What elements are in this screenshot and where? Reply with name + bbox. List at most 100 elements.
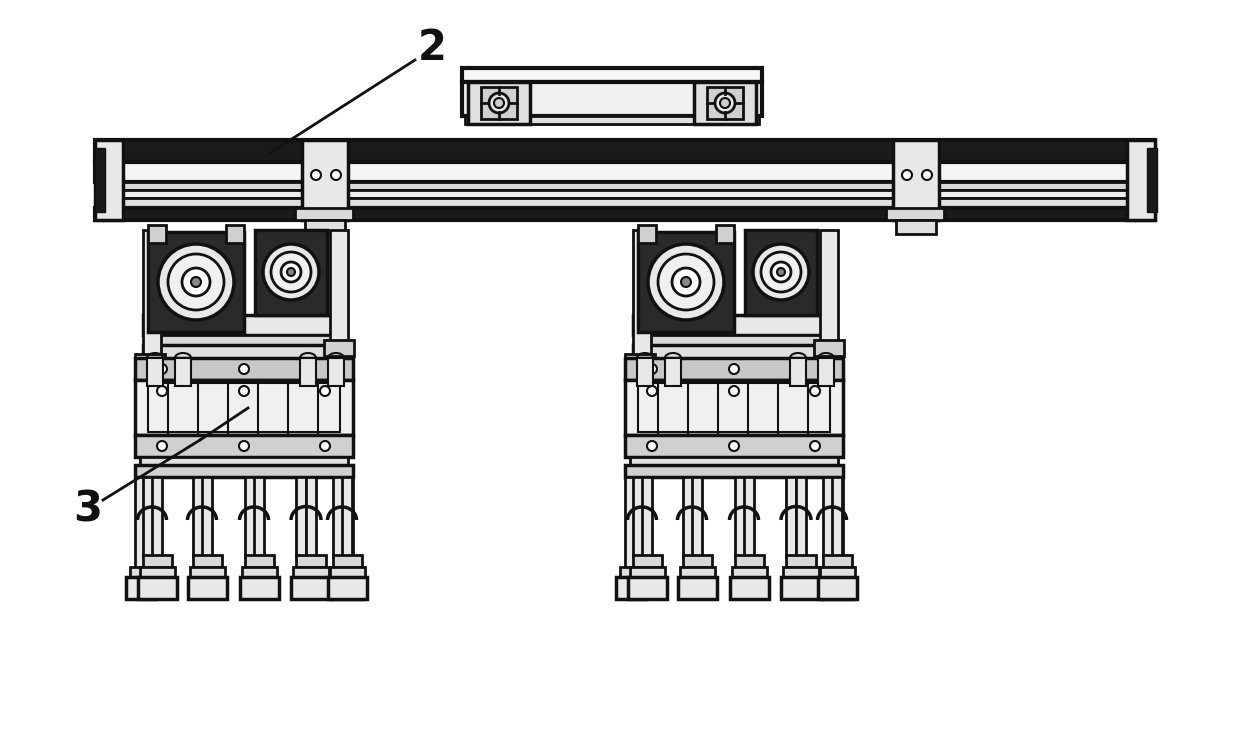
Polygon shape (143, 315, 343, 335)
Polygon shape (683, 555, 712, 567)
Circle shape (320, 441, 330, 451)
Polygon shape (730, 577, 769, 599)
Circle shape (191, 277, 201, 287)
Polygon shape (820, 230, 838, 345)
Polygon shape (135, 380, 353, 435)
Polygon shape (95, 208, 1154, 220)
Polygon shape (95, 140, 123, 220)
Polygon shape (818, 577, 857, 599)
Polygon shape (665, 358, 681, 386)
Polygon shape (334, 477, 343, 557)
Circle shape (157, 364, 167, 374)
Circle shape (157, 441, 167, 451)
Polygon shape (242, 567, 277, 577)
Circle shape (494, 98, 503, 108)
Polygon shape (246, 477, 255, 557)
Polygon shape (786, 477, 796, 557)
Polygon shape (95, 198, 1154, 208)
Polygon shape (632, 477, 644, 557)
Circle shape (810, 441, 820, 451)
Polygon shape (627, 577, 667, 599)
Polygon shape (625, 354, 655, 366)
Polygon shape (306, 477, 316, 557)
Polygon shape (893, 140, 939, 220)
Polygon shape (138, 577, 177, 599)
Polygon shape (293, 567, 329, 577)
Polygon shape (153, 477, 162, 557)
Polygon shape (745, 230, 817, 315)
Polygon shape (639, 225, 656, 243)
Polygon shape (95, 148, 105, 212)
Polygon shape (341, 477, 353, 577)
Polygon shape (897, 220, 936, 234)
Polygon shape (637, 358, 653, 386)
Circle shape (281, 262, 301, 282)
Polygon shape (135, 358, 353, 380)
Polygon shape (148, 232, 244, 332)
Polygon shape (620, 567, 642, 577)
Polygon shape (632, 230, 651, 360)
Polygon shape (683, 477, 693, 557)
Polygon shape (330, 230, 348, 345)
Polygon shape (193, 477, 203, 557)
Polygon shape (334, 577, 363, 599)
Polygon shape (813, 340, 844, 356)
Circle shape (647, 441, 657, 451)
Polygon shape (732, 567, 768, 577)
Circle shape (720, 98, 730, 108)
Circle shape (239, 441, 249, 451)
Polygon shape (337, 567, 360, 577)
Circle shape (331, 170, 341, 180)
Polygon shape (735, 477, 745, 557)
Circle shape (489, 93, 508, 113)
Polygon shape (735, 555, 764, 567)
Polygon shape (295, 208, 353, 220)
Circle shape (761, 252, 801, 292)
Polygon shape (140, 567, 175, 577)
Polygon shape (796, 477, 806, 557)
Polygon shape (707, 87, 743, 119)
Polygon shape (625, 477, 637, 577)
Polygon shape (255, 230, 327, 315)
Polygon shape (175, 358, 191, 386)
Circle shape (681, 277, 691, 287)
Polygon shape (135, 354, 165, 366)
Polygon shape (630, 457, 838, 465)
Polygon shape (823, 555, 852, 567)
Circle shape (729, 386, 739, 396)
Polygon shape (193, 555, 222, 567)
Circle shape (715, 93, 735, 113)
Circle shape (810, 386, 820, 396)
Polygon shape (324, 340, 353, 356)
Polygon shape (202, 477, 212, 557)
Circle shape (272, 252, 311, 292)
Text: 2: 2 (418, 27, 446, 69)
Polygon shape (625, 435, 843, 457)
Polygon shape (135, 435, 353, 457)
Circle shape (239, 364, 249, 374)
Polygon shape (827, 567, 849, 577)
Polygon shape (481, 87, 517, 119)
Polygon shape (148, 358, 162, 386)
Polygon shape (818, 358, 835, 386)
Polygon shape (781, 577, 821, 599)
Circle shape (901, 170, 911, 180)
Polygon shape (632, 555, 662, 567)
Polygon shape (140, 457, 348, 465)
Circle shape (320, 386, 330, 396)
Polygon shape (465, 116, 759, 124)
Circle shape (286, 268, 295, 276)
Polygon shape (616, 577, 646, 599)
Polygon shape (887, 208, 944, 220)
Circle shape (311, 170, 321, 180)
Polygon shape (694, 82, 756, 124)
Polygon shape (625, 358, 843, 380)
Polygon shape (334, 555, 362, 567)
Polygon shape (135, 465, 353, 477)
Polygon shape (463, 68, 763, 82)
Circle shape (157, 244, 234, 320)
Polygon shape (632, 315, 833, 335)
Polygon shape (1147, 148, 1157, 212)
Polygon shape (300, 358, 316, 386)
Polygon shape (305, 220, 345, 234)
